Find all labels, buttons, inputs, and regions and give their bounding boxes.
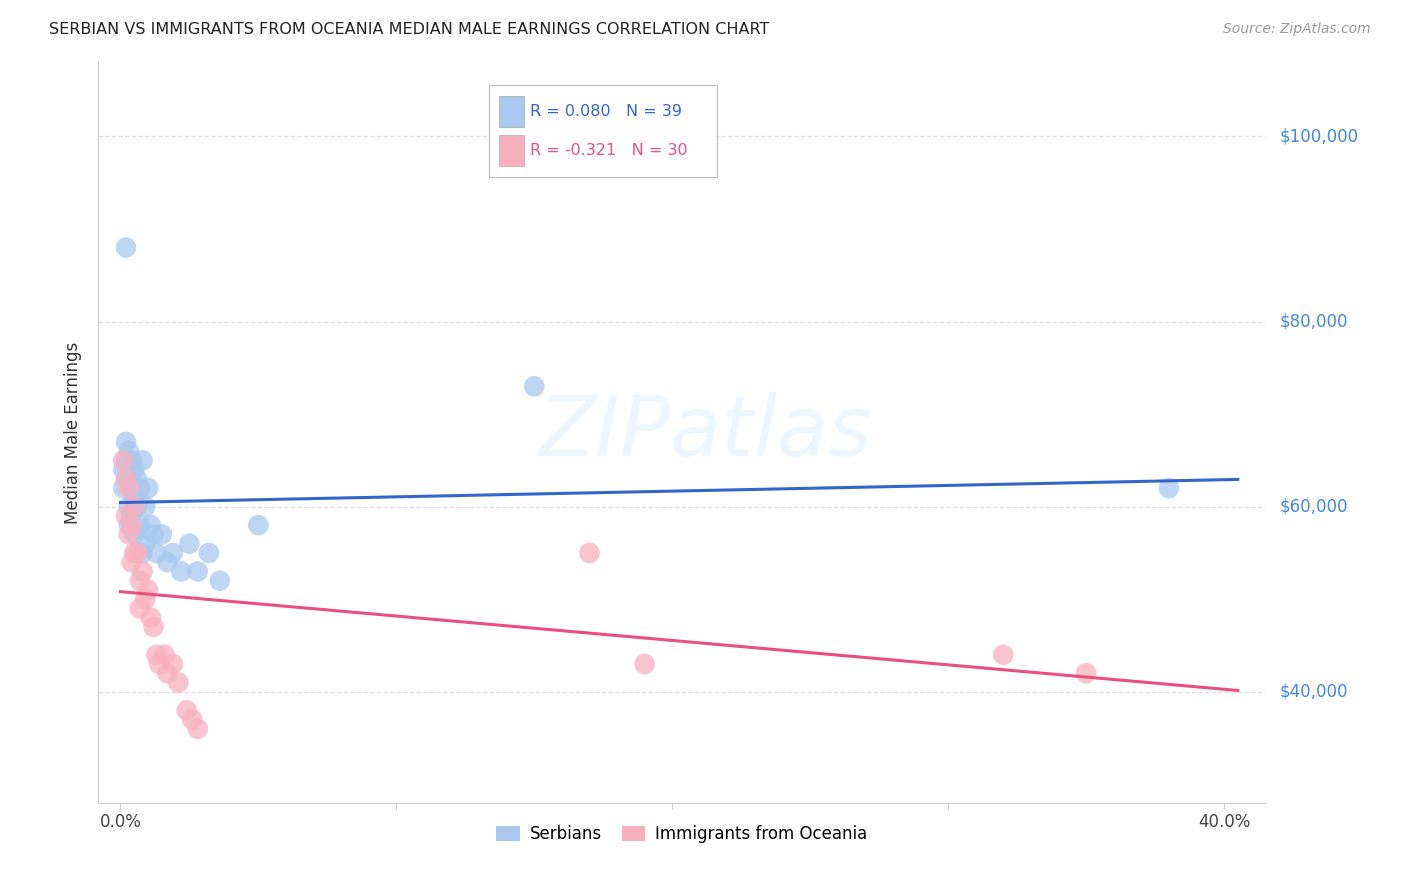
Point (187, 565, 209, 579)
Point (136, 481, 159, 495)
Point (167, 675, 190, 690)
Point (124, 491, 146, 505)
Point (125, 546, 148, 560)
Point (162, 546, 184, 560)
Point (148, 657, 170, 671)
Point (115, 508, 138, 523)
Point (131, 546, 153, 560)
Point (118, 481, 141, 495)
Point (153, 648, 176, 662)
Point (121, 481, 143, 495)
Point (134, 536, 156, 550)
Point (139, 610, 162, 624)
FancyBboxPatch shape (499, 95, 524, 127)
Point (124, 462, 146, 476)
Point (118, 472, 141, 486)
Point (128, 601, 150, 615)
Point (125, 500, 148, 514)
Point (121, 555, 143, 569)
Point (993, 648, 1015, 662)
Point (134, 500, 156, 514)
Point (131, 565, 153, 579)
Point (112, 453, 135, 467)
Point (179, 536, 201, 550)
Point (128, 518, 150, 533)
Point (125, 472, 148, 486)
Point (121, 508, 143, 523)
Point (124, 500, 146, 514)
FancyBboxPatch shape (499, 135, 524, 166)
Point (115, 434, 138, 449)
Point (124, 527, 146, 541)
Point (634, 657, 657, 671)
Point (128, 481, 150, 495)
Point (197, 546, 219, 560)
Point (523, 379, 546, 393)
Point (578, 546, 600, 560)
Text: SERBIAN VS IMMIGRANTS FROM OCEANIA MEDIAN MALE EARNINGS CORRELATION CHART: SERBIAN VS IMMIGRANTS FROM OCEANIA MEDIA… (49, 22, 769, 37)
Point (145, 648, 167, 662)
Text: ZIPatlas: ZIPatlas (538, 392, 872, 473)
Point (187, 722, 209, 736)
Point (162, 657, 184, 671)
Text: R = -0.321   N = 30: R = -0.321 N = 30 (530, 143, 688, 158)
Point (115, 472, 138, 486)
Text: $80,000: $80,000 (1279, 312, 1348, 331)
Legend: Serbians, Immigrants from Oceania: Serbians, Immigrants from Oceania (489, 819, 875, 850)
Text: $100,000: $100,000 (1279, 128, 1358, 145)
Point (121, 453, 143, 467)
Point (118, 518, 141, 533)
Point (145, 546, 167, 560)
Point (156, 555, 179, 569)
Point (131, 453, 153, 467)
Point (156, 666, 179, 681)
Point (1157, 481, 1180, 495)
Point (121, 518, 143, 533)
Point (112, 481, 135, 495)
Point (181, 713, 204, 727)
Point (247, 518, 270, 533)
Point (115, 453, 138, 467)
Point (142, 527, 165, 541)
Point (170, 565, 193, 579)
Text: R = 0.080   N = 39: R = 0.080 N = 39 (530, 103, 682, 119)
Point (136, 582, 159, 597)
Point (176, 703, 198, 717)
Point (208, 574, 231, 588)
Y-axis label: Median Male Earnings: Median Male Earnings (65, 342, 83, 524)
Point (115, 240, 138, 255)
Text: $40,000: $40,000 (1279, 682, 1348, 701)
Point (118, 444, 141, 458)
Point (112, 462, 135, 476)
Point (142, 620, 165, 634)
Point (118, 527, 141, 541)
Point (128, 574, 150, 588)
Text: $60,000: $60,000 (1279, 498, 1348, 516)
Point (139, 518, 162, 533)
Point (115, 472, 138, 486)
Point (118, 500, 141, 514)
Point (134, 592, 156, 607)
Point (124, 546, 146, 560)
Point (150, 527, 173, 541)
FancyBboxPatch shape (489, 85, 717, 178)
Text: Source: ZipAtlas.com: Source: ZipAtlas.com (1223, 22, 1371, 37)
Point (1074, 666, 1097, 681)
